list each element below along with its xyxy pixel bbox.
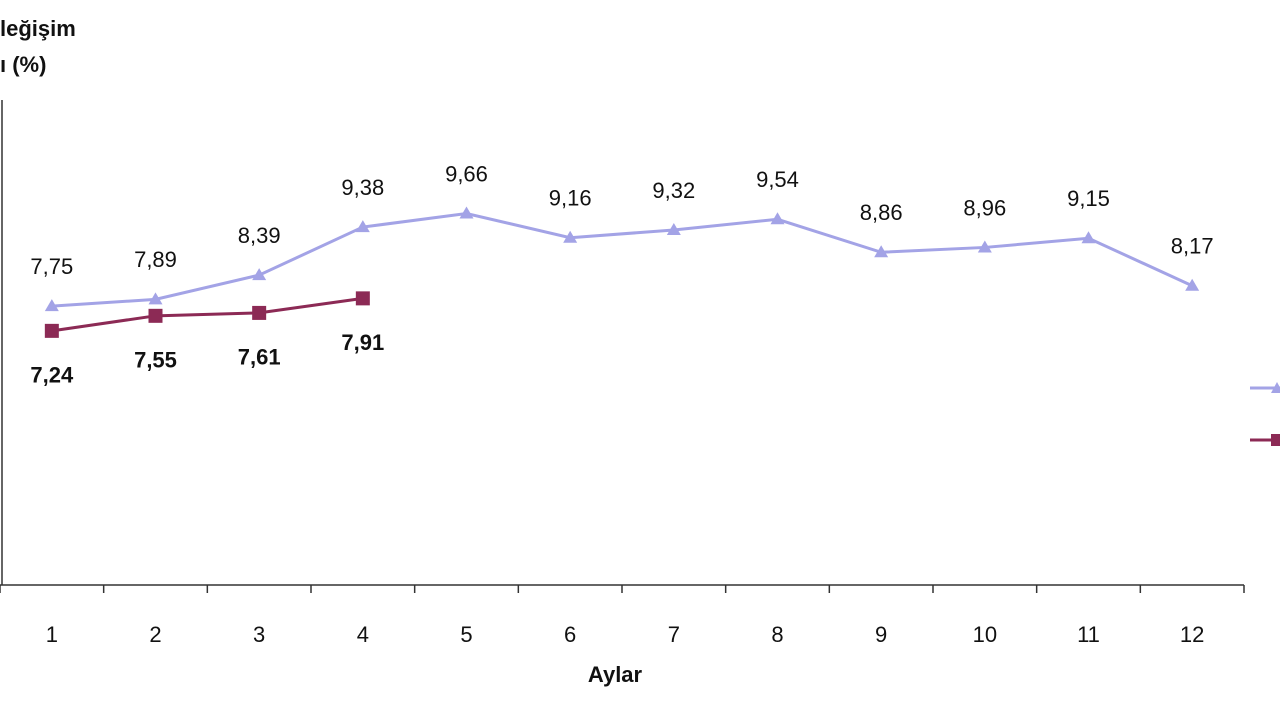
- data-label: 7,75: [30, 254, 73, 279]
- marker: [44, 299, 59, 312]
- marker: [977, 240, 992, 253]
- x-tick-label: 8: [771, 622, 783, 647]
- data-label: 7,89: [134, 247, 177, 272]
- data-label: 9,66: [445, 161, 488, 186]
- x-tick-label: 11: [1077, 622, 1100, 647]
- data-label: 9,16: [549, 186, 592, 211]
- data-label: 9,32: [652, 178, 695, 203]
- data-label: 9,38: [341, 175, 384, 200]
- data-label: 7,61: [238, 345, 281, 370]
- marker: [252, 305, 267, 320]
- chart-title: ı (%): [0, 52, 46, 77]
- marker: [874, 245, 889, 258]
- marker: [1185, 278, 1200, 291]
- x-tick-label: 2: [149, 622, 161, 647]
- marker: [770, 212, 785, 225]
- marker: [459, 206, 474, 219]
- x-tick-label: 3: [253, 622, 265, 647]
- x-tick-label: 5: [460, 622, 472, 647]
- x-tick-label: 7: [668, 622, 680, 647]
- data-label: 7,24: [30, 363, 74, 388]
- x-tick-label: 12: [1180, 622, 1204, 647]
- series-line: [51, 296, 364, 333]
- data-label: 8,39: [238, 223, 281, 248]
- marker: [148, 292, 163, 305]
- marker: [563, 230, 578, 243]
- x-tick-label: 6: [564, 622, 576, 647]
- data-label: 8,96: [963, 195, 1006, 220]
- x-tick-label: 4: [357, 622, 369, 647]
- data-label: 8,17: [1171, 234, 1214, 259]
- x-axis-label: Aylar: [588, 662, 643, 687]
- legend-marker: [1271, 434, 1280, 446]
- x-tick-label: 9: [875, 622, 887, 647]
- data-label: 8,86: [860, 200, 903, 225]
- chart-title: leğişim: [0, 16, 76, 41]
- marker: [355, 220, 370, 233]
- data-label: 7,91: [341, 330, 384, 355]
- marker: [1081, 231, 1096, 244]
- marker: [666, 222, 681, 235]
- x-tick-label: 10: [973, 622, 997, 647]
- data-label: 9,54: [756, 167, 799, 192]
- data-label: 9,15: [1067, 186, 1110, 211]
- series-line: [51, 211, 1193, 308]
- marker: [252, 268, 267, 281]
- data-label: 7,55: [134, 348, 177, 373]
- x-tick-label: 1: [46, 622, 58, 647]
- marker: [355, 291, 370, 306]
- marker: [44, 323, 59, 338]
- legend-marker: [1271, 382, 1280, 393]
- marker: [148, 308, 163, 323]
